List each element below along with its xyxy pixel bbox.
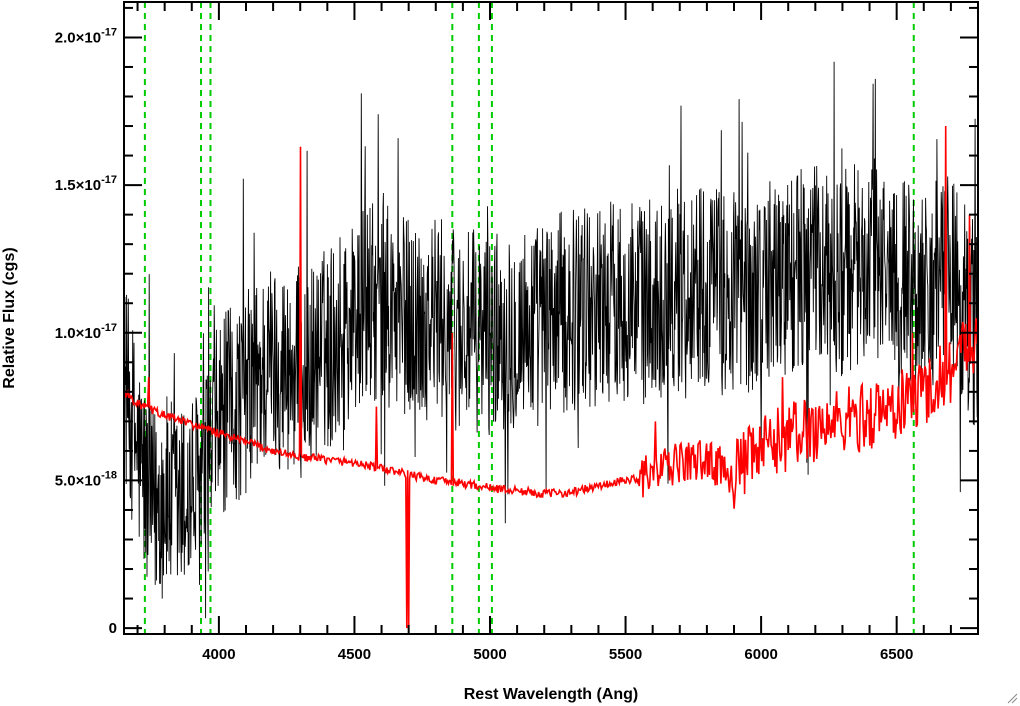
y-tick-exponent: -17 <box>101 322 117 334</box>
series-layer <box>123 61 979 629</box>
y-tick-label: 1.0×10-17 <box>55 322 117 342</box>
y-tick-mantissa: 1.5×10 <box>55 177 101 194</box>
x-axis-title: Rest Wavelength (Ang) <box>464 686 639 703</box>
x-tick-label: 5500 <box>609 646 642 663</box>
y-tick-mantissa: 5.0×10 <box>55 472 101 489</box>
y-axis-ticks: 05.0×10-181.0×10-171.5×10-172.0×10-17 <box>55 6 978 637</box>
y-tick-exponent: -18 <box>101 469 117 481</box>
x-tick-label: 6500 <box>880 646 913 663</box>
x-tick-label: 4500 <box>338 646 371 663</box>
y-tick-label: 1.5×10-17 <box>55 174 117 194</box>
y-tick-exponent: -17 <box>101 174 117 186</box>
y-tick-exponent: -17 <box>101 26 117 38</box>
x-tick-label: 6000 <box>744 646 777 663</box>
series-line-error <box>123 125 979 629</box>
plot-frame <box>123 1 979 635</box>
y-tick-mantissa: 2.0×10 <box>55 29 101 46</box>
y-tick-label: 0 <box>109 620 117 637</box>
x-tick-label: 4000 <box>202 646 235 663</box>
x-tick-label: 5000 <box>473 646 506 663</box>
y-tick-mantissa: 1.0×10 <box>55 325 101 342</box>
y-axis-title: Relative Flux (cgs) <box>1 247 18 388</box>
resize-grip-icon[interactable] <box>1006 692 1018 704</box>
y-tick-mantissa: 0 <box>109 620 117 637</box>
x-axis-ticks: 4000 4500 5000 5500 6000 6500 <box>136 2 979 663</box>
y-tick-label: 2.0×10-17 <box>55 26 117 46</box>
series-line-flux <box>123 61 979 619</box>
y-tick-label: 5.0×10-18 <box>55 469 117 489</box>
